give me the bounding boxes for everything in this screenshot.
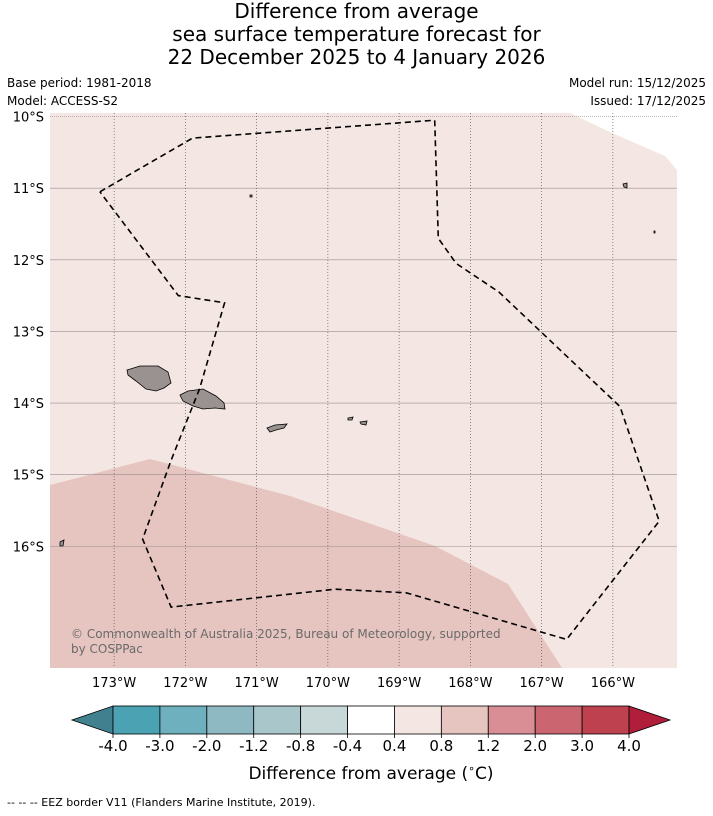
colorbar-tick-label: 0.4 [383,737,407,755]
colorbar-segment [347,705,395,735]
colorbar-tick-label: -4.0 [98,737,127,755]
lon-tick-label: 173°W [92,676,136,691]
colorbar-tick-label: -0.8 [286,737,315,755]
meta-left: Base period: 1981-2018 Model: ACCESS-S2 [7,74,152,110]
colorbar-segment [206,705,255,735]
colorbar-segment [300,705,348,735]
lon-tick-label: 171°W [235,676,279,691]
colorbar-tick-label: -0.4 [333,737,362,755]
colorbar-segment [253,705,302,735]
colorbar-tick-label: -1.2 [239,737,268,755]
chart-title: Difference from average sea surface temp… [0,0,713,69]
colorbar-label: Difference from average (∘C) [248,762,493,784]
no-data-area [570,113,677,170]
lon-tick-label: 169°W [377,676,421,691]
lat-tick-label: 13°S [13,325,44,340]
colorbar-extend-low [70,705,114,735]
map-area [50,113,677,668]
colorbar-tick-label: 4.0 [617,737,641,755]
colorbar-tick-label: 1.2 [476,737,500,755]
colorbar: -4.0 -3.0 -2.0 -1.2 -0.8 -0.4 0.4 0.8 1.2 2.0 3.0 4… [70,705,672,755]
savaii-island [126,365,172,392]
ofu-island [359,420,368,426]
colorbar-segment [394,705,442,735]
eez-legend-note: -- -- -- EEZ border V11 (Flanders Marine… [7,796,316,809]
colorbar-segment [534,705,583,735]
copyright-line-2: by COSPPac [71,642,143,656]
colorbar-segment [159,705,208,735]
issued-date: Issued: 17/12/2025 [590,94,706,108]
colorbar-tick-label: 2.0 [523,737,547,755]
islet-2 [622,182,628,189]
upolu-island [179,388,226,410]
lat-tick-label: 16°S [13,540,44,555]
model-name: Model: ACCESS-S2 [7,94,119,108]
meta-right: Model run: 15/12/2025 Issued: 17/12/2025 [569,74,706,110]
title-line-3: 22 December 2025 to 4 January 2026 [167,45,546,69]
islet-3 [653,230,656,234]
lon-tick-label: 168°W [448,676,492,691]
colorbar-label-unit: C) [475,764,494,784]
copyright-line-1: © Commonwealth of Australia 2025, Bureau… [71,627,501,641]
colorbar-label-text: Difference from average ( [248,764,468,784]
lat-tick-label: 15°S [13,469,44,484]
lat-tick-label: 14°S [13,397,44,412]
tutuila-island [266,423,288,433]
aunuu-island [347,416,354,421]
grid-lines [50,113,677,668]
colorbar-tick-label: 0.8 [429,737,453,755]
axis-labels: 10°S 11°S 12°S 13°S 14°S 15°S 16°S 173°W 172°W 17… [13,111,635,691]
colorbar-segment [112,705,161,735]
colorbar-segment [440,705,489,735]
base-period: Base period: 1981-2018 [7,76,152,90]
colorbar-extend-high [628,705,672,735]
title-line-2: sea surface temperature forecast for [172,22,541,46]
colorbar-tick-label: -2.0 [192,737,221,755]
eez-border [99,119,661,641]
anomaly-fill-mid [50,459,562,668]
islet-4 [59,539,65,547]
lon-tick-label: 166°W [591,676,635,691]
colorbar-tick-label: 3.0 [570,737,594,755]
title-line-1: Difference from average [234,0,479,23]
lon-tick-label: 170°W [306,676,350,691]
colorbar-tick-label: -3.0 [145,737,174,755]
lat-tick-label: 10°S [13,111,44,126]
lon-tick-label: 167°W [520,676,564,691]
colorbar-segment [581,705,630,735]
lon-tick-label: 172°W [163,676,207,691]
colorbar-segment [487,705,536,735]
lat-tick-label: 12°S [13,254,44,269]
land-masses [59,182,656,547]
degree-symbol: ∘ [468,762,475,775]
islet-1 [249,194,253,198]
lat-tick-label: 11°S [13,182,44,197]
model-run: Model run: 15/12/2025 [568,76,706,90]
